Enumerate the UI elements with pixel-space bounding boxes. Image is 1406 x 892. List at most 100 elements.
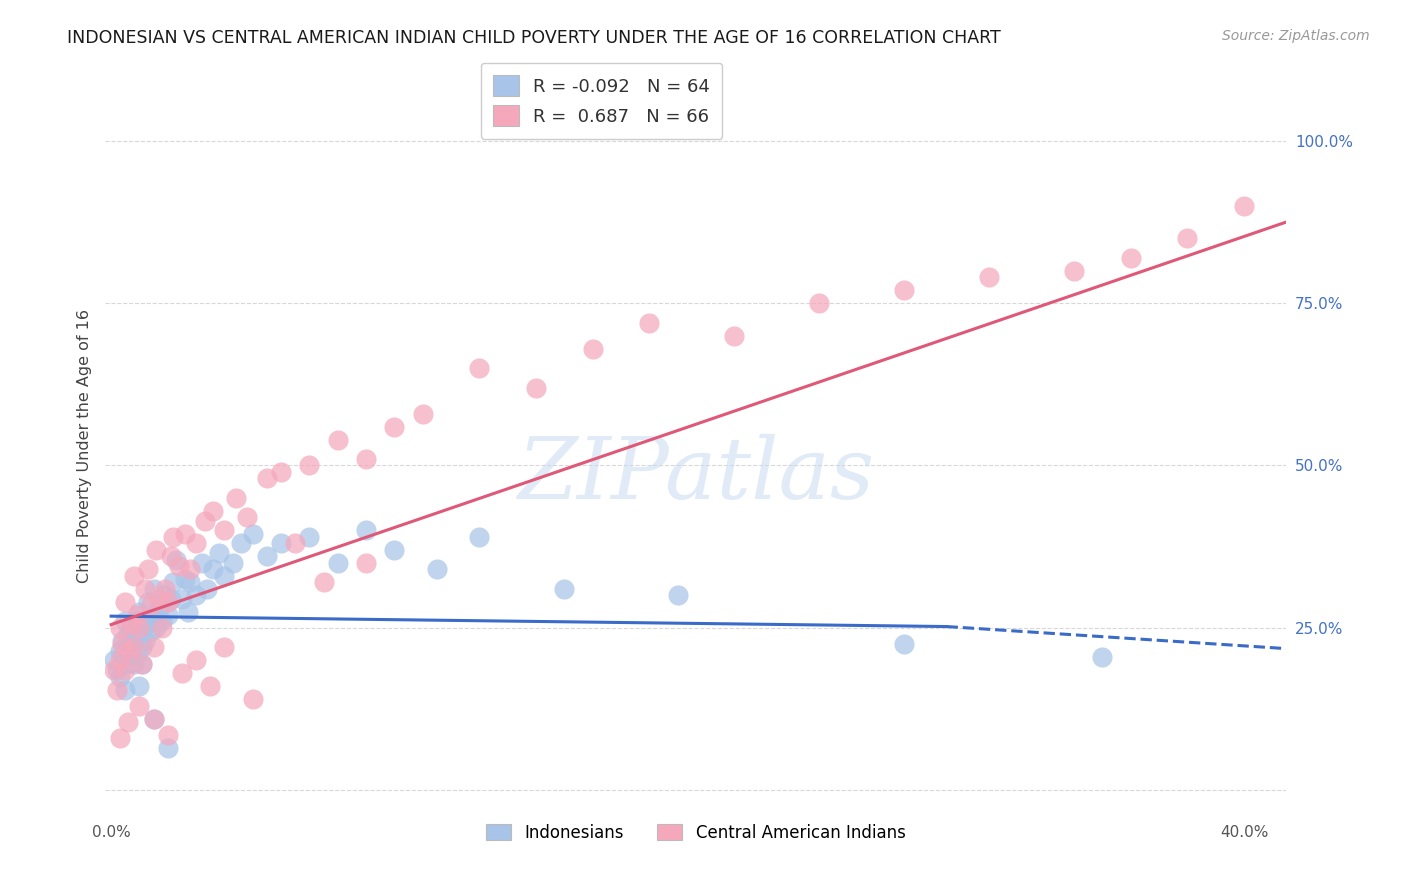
Point: [225, 491, 247, 505]
Point: [298, 458, 321, 473]
Point: [148, 601, 170, 615]
Text: ZIPatlas: ZIPatlas: [517, 434, 875, 517]
Point: [153, 588, 176, 602]
Point: [214, 569, 236, 583]
Point: [170, 591, 193, 606]
Point: [128, 627, 150, 641]
Point: [142, 640, 165, 655]
Point: [170, 666, 193, 681]
Point: [117, 714, 139, 729]
Point: [120, 647, 142, 661]
Point: [156, 728, 179, 742]
Point: [202, 504, 225, 518]
Point: [382, 419, 405, 434]
Point: [111, 637, 134, 651]
Legend: Indonesians, Central American Indians: Indonesians, Central American Indians: [479, 817, 912, 848]
Point: [136, 595, 159, 609]
Point: [468, 530, 491, 544]
Point: [184, 653, 207, 667]
Point: [468, 361, 491, 376]
Point: [156, 595, 179, 609]
Point: [190, 556, 212, 570]
Point: [202, 562, 225, 576]
Point: [145, 621, 167, 635]
Point: [128, 679, 150, 693]
Point: [666, 588, 689, 602]
Text: INDONESIAN VS CENTRAL AMERICAN INDIAN CHILD POVERTY UNDER THE AGE OF 16 CORRELAT: INDONESIAN VS CENTRAL AMERICAN INDIAN CH…: [67, 29, 1001, 47]
Point: [114, 640, 136, 655]
Point: [176, 605, 198, 619]
Point: [159, 549, 181, 564]
Point: [131, 657, 153, 671]
Point: [326, 433, 349, 447]
Point: [553, 582, 575, 596]
Point: [125, 607, 148, 622]
Point: [122, 633, 145, 648]
Point: [148, 591, 170, 606]
Point: [128, 698, 150, 713]
Point: [197, 582, 219, 596]
Point: [117, 657, 139, 671]
Point: [153, 582, 176, 596]
Point: [139, 624, 162, 639]
Point: [114, 682, 136, 697]
Point: [136, 562, 159, 576]
Point: [125, 647, 148, 661]
Point: [145, 542, 167, 557]
Point: [165, 552, 187, 566]
Point: [200, 679, 222, 693]
Point: [159, 591, 181, 606]
Point: [117, 627, 139, 641]
Point: [156, 741, 179, 756]
Point: [117, 643, 139, 657]
Point: [194, 514, 217, 528]
Point: [242, 692, 264, 706]
Point: [270, 465, 292, 479]
Point: [173, 526, 195, 541]
Point: [184, 536, 207, 550]
Point: [167, 559, 190, 574]
Point: [426, 562, 449, 576]
Point: [162, 530, 184, 544]
Point: [103, 653, 125, 667]
Point: [723, 328, 745, 343]
Point: [122, 657, 145, 671]
Point: [222, 556, 245, 570]
Point: [326, 556, 349, 570]
Point: [108, 669, 131, 683]
Text: Source: ZipAtlas.com: Source: ZipAtlas.com: [1222, 29, 1369, 44]
Point: [312, 575, 335, 590]
Point: [142, 607, 165, 622]
Point: [136, 615, 159, 629]
Point: [184, 588, 207, 602]
Point: [1175, 231, 1198, 245]
Point: [131, 640, 153, 655]
Point: [128, 605, 150, 619]
Point: [134, 582, 156, 596]
Point: [242, 526, 264, 541]
Point: [150, 621, 173, 635]
Point: [412, 407, 434, 421]
Point: [162, 575, 184, 590]
Point: [893, 283, 915, 297]
Point: [214, 524, 236, 538]
Point: [142, 712, 165, 726]
Point: [131, 657, 153, 671]
Point: [122, 640, 145, 655]
Point: [270, 536, 292, 550]
Point: [1119, 251, 1142, 265]
Point: [108, 643, 131, 657]
Point: [120, 617, 142, 632]
Point: [134, 633, 156, 648]
Point: [354, 452, 377, 467]
Point: [114, 615, 136, 629]
Point: [354, 556, 377, 570]
Point: [236, 510, 259, 524]
Point: [179, 562, 201, 576]
Point: [893, 637, 915, 651]
Point: [1233, 199, 1256, 213]
Point: [120, 621, 142, 635]
Point: [231, 536, 253, 550]
Point: [105, 663, 128, 677]
Point: [1091, 650, 1114, 665]
